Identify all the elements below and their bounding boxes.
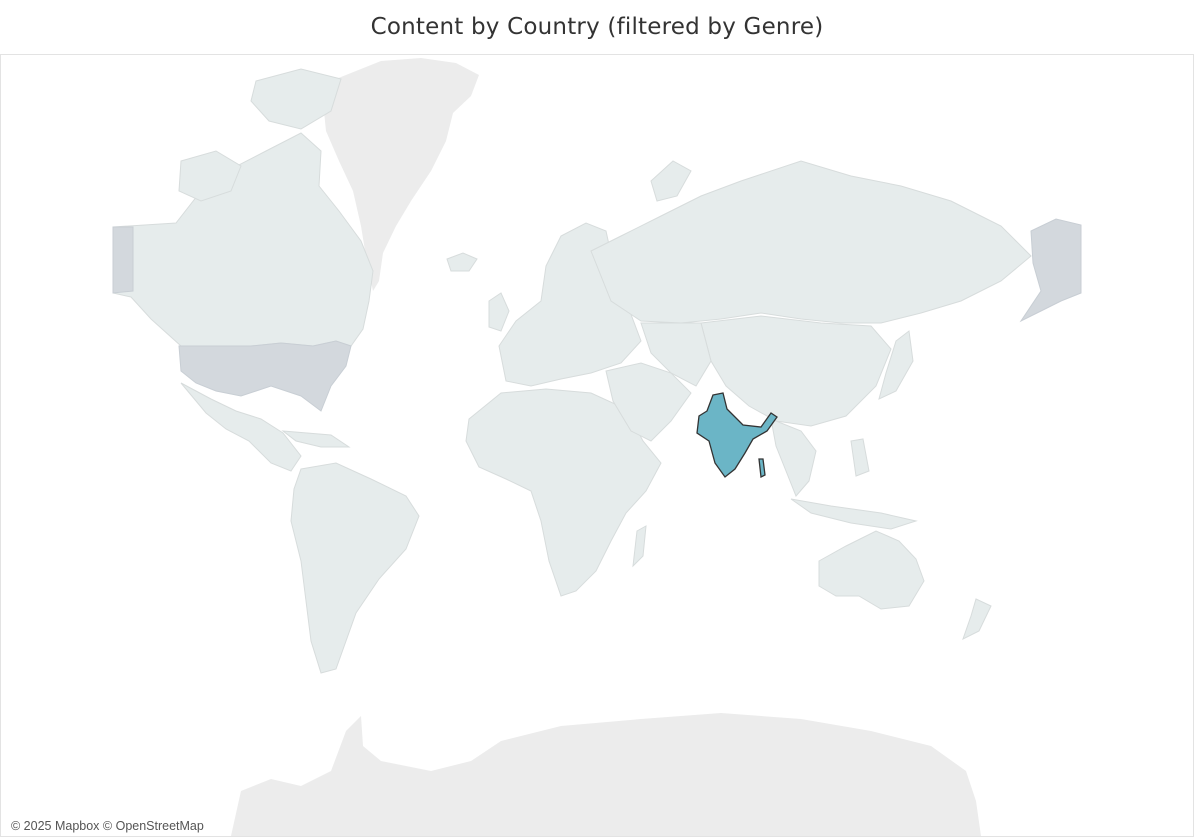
map-attribution: © 2025 Mapbox © OpenStreetMap (7, 818, 208, 834)
japan-shape[interactable] (878, 330, 914, 400)
iceland-shape[interactable] (446, 252, 478, 272)
south-america-shape[interactable] (290, 462, 420, 674)
china-shape[interactable] (700, 315, 892, 427)
caribbean-shape[interactable] (281, 430, 351, 448)
mexico-shape[interactable] (180, 382, 302, 472)
alaska-west-shape[interactable] (112, 226, 134, 294)
africa-shape[interactable] (465, 388, 662, 597)
map-title: Content by Country (filtered by Genre) (370, 14, 824, 40)
australia-shape[interactable] (818, 530, 925, 610)
canada-shape[interactable] (112, 132, 374, 347)
madagascar-shape[interactable] (632, 525, 647, 568)
arctic-islands-2-shape[interactable] (178, 150, 242, 202)
central-asia-shape[interactable] (640, 322, 712, 387)
antarctica-shape[interactable] (231, 713, 981, 836)
world-map[interactable] (1, 55, 1193, 836)
arctic-russia-islands-shape[interactable] (650, 160, 692, 202)
new-zealand-shape[interactable] (962, 598, 992, 640)
arctic-islands-shape[interactable] (250, 68, 342, 130)
india-shape[interactable] (696, 392, 778, 478)
map-view[interactable]: © 2025 Mapbox © OpenStreetMap (0, 54, 1194, 837)
southeast-asia-shape[interactable] (770, 418, 817, 497)
usa-shape[interactable] (178, 340, 352, 412)
greenland-shape[interactable] (323, 58, 479, 291)
alaska-shape[interactable] (1019, 218, 1082, 323)
andaman-islands-shape[interactable] (758, 458, 766, 478)
uk-shape[interactable] (488, 292, 510, 332)
indonesia-shape[interactable] (790, 498, 918, 530)
title-bar: Content by Country (filtered by Genre) (0, 0, 1194, 54)
middle-east-shape[interactable] (605, 362, 692, 442)
philippines-shape[interactable] (850, 438, 870, 477)
